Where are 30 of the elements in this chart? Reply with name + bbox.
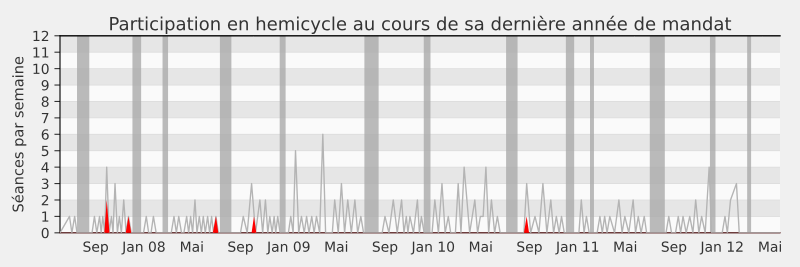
x-tick-label: Mai — [614, 241, 636, 252]
x-tick-label: Jan 09 — [266, 241, 310, 254]
y-tick-label: 2 — [42, 194, 48, 206]
x-tick-label: Mai — [759, 241, 781, 252]
y-tick-label: 9 — [42, 80, 49, 91]
x-tick-label: Sep — [228, 241, 253, 255]
x-tick-label: Jan 12 — [700, 241, 743, 254]
y-tick-label: 11 — [33, 47, 48, 58]
y-tick-label: 7 — [42, 113, 48, 124]
y-tick-label: 4 — [41, 162, 49, 172]
x-tick-label: Mai — [470, 241, 492, 252]
x-tick-label: Sep — [83, 241, 108, 255]
y-tick-label: 8 — [42, 96, 49, 107]
x-tick-label: Mai — [180, 241, 203, 252]
y-tick-label: 1 — [42, 212, 48, 222]
x-tick-label: Jan 08 — [121, 241, 165, 254]
y-tick-label: 3 — [42, 178, 48, 190]
x-tick-label: Sep — [372, 241, 398, 255]
x-tick-label: Sep — [517, 241, 542, 255]
x-tick-label: Jan 10 — [410, 241, 454, 254]
y-tick-label: 10 — [33, 64, 49, 74]
y-tick-label: 5 — [42, 146, 48, 156]
y-axis-title: Séances par semaine — [12, 56, 26, 212]
chart-title: Participation en hemicycle au cours de sa dernière année de mandat — [110, 16, 732, 34]
x-tick-label: Mai — [325, 241, 348, 252]
x-tick-label: Jan 11 — [555, 242, 598, 254]
y-tick-label: 12 — [33, 30, 48, 42]
x-tick-label: Sep — [662, 241, 686, 255]
y-tick-label: 0 — [42, 228, 49, 238]
y-tick-label: 6 — [42, 129, 49, 140]
